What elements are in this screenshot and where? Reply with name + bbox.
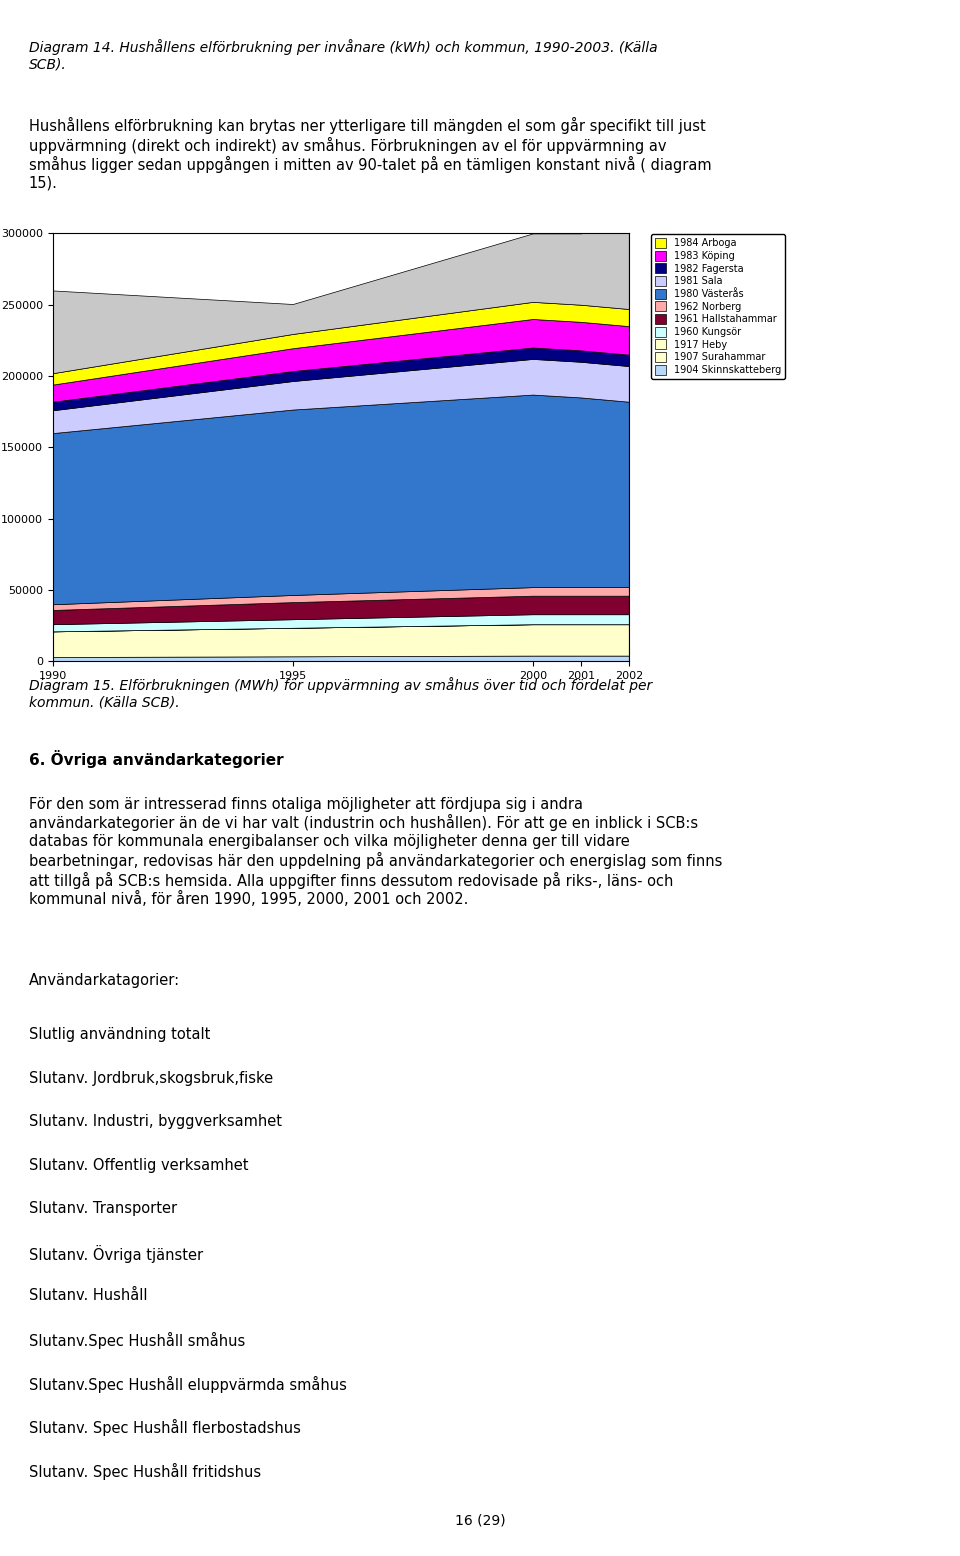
Text: Diagram 15. Elförbrukningen (MWh) för uppvärmning av småhus över tid och fördela: Diagram 15. Elförbrukningen (MWh) för up… [29,677,652,710]
Text: Slutanv.Spec Hushåll eluppvärmda småhus: Slutanv.Spec Hushåll eluppvärmda småhus [29,1376,347,1393]
Text: Slutanv. Spec Hushåll fritidshus: Slutanv. Spec Hushåll fritidshus [29,1463,261,1480]
Text: Användarkatagorier:: Användarkatagorier: [29,972,180,988]
Text: 6. Övriga användarkategorier: 6. Övriga användarkategorier [29,750,283,769]
Text: Hushållens elförbrukning kan brytas ner ytterligare till mängden el som går spec: Hushållens elförbrukning kan brytas ner … [29,117,711,191]
Text: För den som är intresserad finns otaliga möjligheter att fördjupa sig i andra
an: För den som är intresserad finns otaliga… [29,797,722,907]
Text: Diagram 14. Hushållens elförbrukning per invånare (kWh) och kommun, 1990-2003. (: Diagram 14. Hushållens elförbrukning per… [29,39,658,72]
Text: Slutanv. Jordbruk,skogsbruk,fiske: Slutanv. Jordbruk,skogsbruk,fiske [29,1071,273,1086]
Text: Slutanv. Hushåll: Slutanv. Hushåll [29,1288,147,1304]
Text: Slutanv. Offentlig verksamhet: Slutanv. Offentlig verksamhet [29,1158,249,1173]
Text: Slutanv. Industri, byggverksamhet: Slutanv. Industri, byggverksamhet [29,1114,282,1130]
Text: Slutanv. Spec Hushåll flerbostadshus: Slutanv. Spec Hushåll flerbostadshus [29,1419,300,1436]
Legend: 1984 Arboga, 1983 Köping, 1982 Fagersta, 1981 Sala, 1980 Västerås, 1962 Norberg,: 1984 Arboga, 1983 Köping, 1982 Fagersta,… [651,233,785,380]
Text: Slutanv. Övriga tjänster: Slutanv. Övriga tjänster [29,1245,203,1263]
Text: 16 (29): 16 (29) [455,1514,505,1528]
Text: Slutanv. Transporter: Slutanv. Transporter [29,1201,177,1217]
Text: Slutlig användning totalt: Slutlig användning totalt [29,1027,210,1043]
Text: Slutanv.Spec Hushåll småhus: Slutanv.Spec Hushåll småhus [29,1332,245,1349]
